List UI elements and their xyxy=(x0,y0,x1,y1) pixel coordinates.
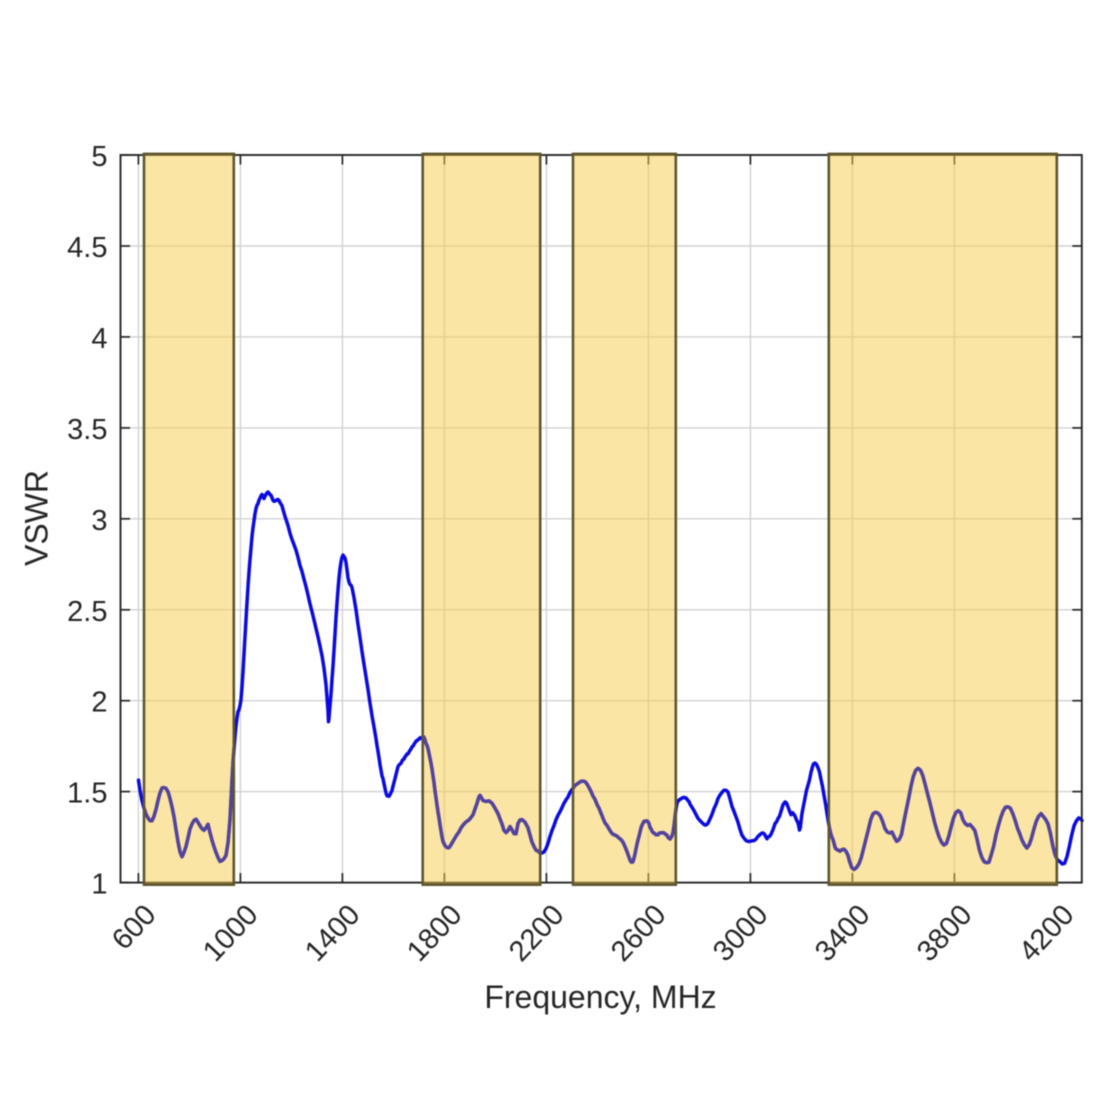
svg-text:3.5: 3.5 xyxy=(67,414,107,446)
svg-text:2.5: 2.5 xyxy=(67,596,107,628)
svg-text:1.5: 1.5 xyxy=(67,778,107,810)
svg-text:Frequency, MHz: Frequency, MHz xyxy=(484,979,716,1015)
svg-text:5: 5 xyxy=(91,141,107,173)
svg-text:2: 2 xyxy=(91,687,107,719)
svg-text:VSWR: VSWR xyxy=(18,470,54,566)
svg-text:4: 4 xyxy=(91,323,107,355)
svg-text:4.5: 4.5 xyxy=(67,232,107,264)
svg-text:1: 1 xyxy=(91,869,107,901)
svg-text:3: 3 xyxy=(91,505,107,537)
